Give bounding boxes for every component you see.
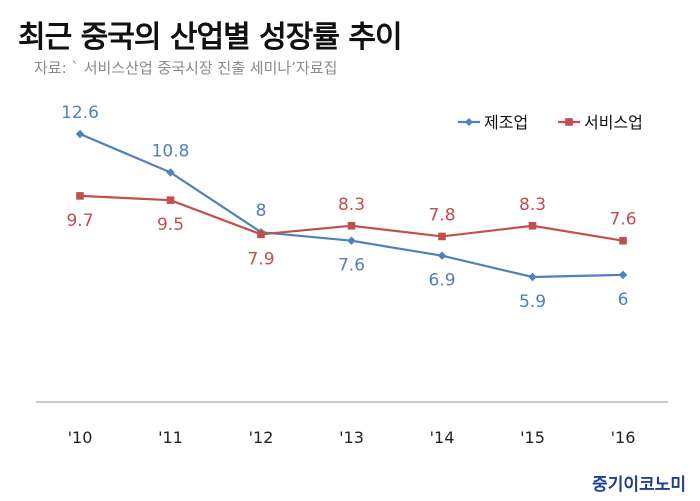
data-label: 9.5: [157, 215, 184, 235]
data-point: [76, 192, 84, 200]
data-point: [166, 168, 175, 177]
data-label: 7.8: [428, 205, 455, 225]
data-point: [619, 236, 627, 245]
data-label: 6: [618, 290, 629, 310]
data-label: 7.9: [247, 249, 274, 269]
legend-marker: [565, 118, 573, 126]
x-tick-label: '12: [249, 428, 274, 447]
series-markers: [75, 129, 628, 282]
x-tick-label: '10: [68, 428, 93, 447]
legend-label: 서비스업: [584, 113, 643, 132]
data-label: 8: [256, 201, 267, 221]
chart-title: 최근 중국의 산업별 성장률 추이: [18, 20, 403, 55]
legend-marker: [465, 118, 473, 126]
x-tick-label: '11: [158, 428, 183, 447]
data-point: [347, 236, 356, 245]
data-point: [528, 272, 537, 282]
legend: 제조업 서비스업: [458, 113, 643, 132]
data-label: 10.8: [152, 141, 190, 161]
data-point: [528, 221, 537, 230]
data-point: [75, 129, 85, 139]
data-label: 7.6: [609, 210, 636, 230]
source-note: 자료: ` 서비스산업 중국시장 진출 세미나’자료집: [34, 59, 338, 77]
data-label: 5.9: [519, 292, 546, 312]
data-point: [257, 230, 265, 239]
data-label: 7.6: [338, 256, 365, 276]
data-label: 12.6: [61, 103, 99, 123]
data-labels: 12.6 10.8 8 7.6 6.9 5.9 6 9.7 9.5 7.9 8.3 7.8 8.3 7.6: [61, 103, 636, 312]
data-point: [166, 196, 175, 204]
data-point: [438, 232, 446, 241]
brand-logo: 중기이코노미: [592, 475, 686, 495]
data-label: 8.3: [338, 195, 365, 215]
data-label: 6.9: [428, 271, 455, 291]
data-label: 9.7: [66, 211, 93, 231]
x-tick-label: '13: [339, 428, 364, 447]
x-tick-label: '15: [520, 428, 545, 447]
data-label: 8.3: [519, 195, 546, 215]
legend-label: 제조업: [484, 113, 528, 132]
x-tick-label: '14: [430, 428, 455, 447]
x-tick-labels: '10 '11 '12 '13 '14 '15 '16: [68, 428, 636, 447]
data-point: [437, 251, 447, 260]
data-point: [618, 270, 628, 280]
x-tick-label: '16: [611, 428, 636, 447]
data-point: [347, 221, 356, 230]
